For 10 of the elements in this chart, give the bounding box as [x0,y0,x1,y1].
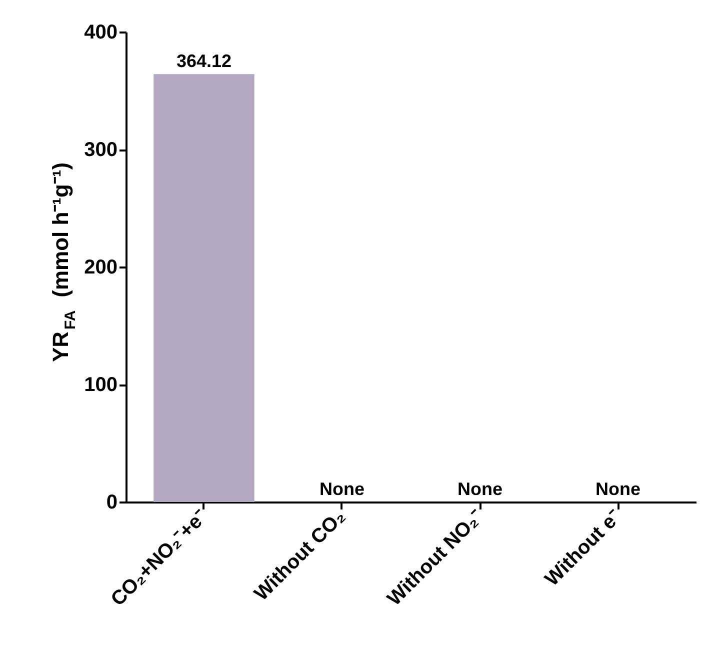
y-tick-label: 200 [84,256,118,278]
text: None [458,479,503,499]
data-label: 364.12 [176,51,232,72]
y-axis-title: YRFA (mmol h⁻¹g⁻¹) [48,162,79,362]
y-tick-label: 400 [84,22,118,44]
text: None [319,479,364,499]
y-tick-label: 100 [84,374,118,396]
y-tick-label: 0 [106,492,118,514]
text: None [596,479,641,499]
y-tick-label: 300 [84,139,118,161]
